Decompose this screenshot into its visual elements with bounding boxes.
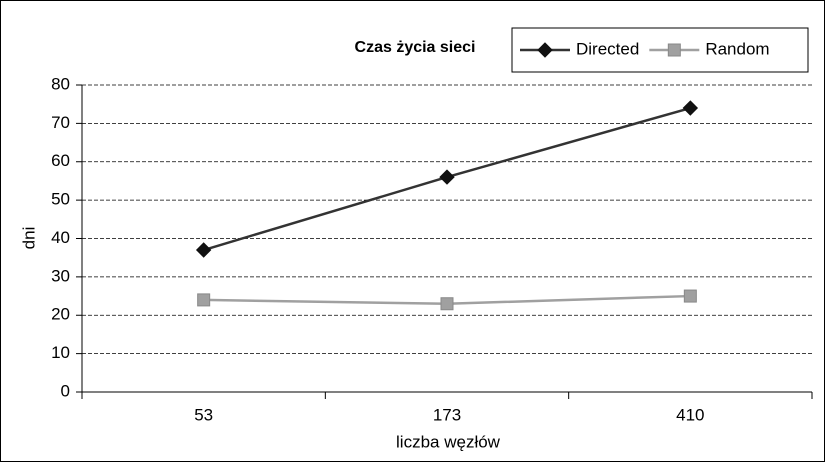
point	[682, 100, 699, 116]
x-axis-label: liczba węzłów	[396, 432, 501, 451]
x-tick-label: 53	[194, 405, 213, 424]
y-tick-label: 20	[51, 305, 70, 324]
point	[197, 293, 211, 307]
point	[439, 169, 455, 185]
y-tick-label: 0	[61, 381, 70, 400]
legend-label: Random	[705, 39, 769, 58]
legend-label: Directed	[576, 39, 639, 58]
y-tick-label: 10	[51, 343, 70, 362]
y-tick-label: 50	[51, 190, 70, 209]
y-tick-label: 30	[51, 266, 70, 285]
chart-title: Czas życia sieci	[355, 39, 476, 56]
y-axis-label: dni	[19, 227, 38, 250]
x-tick-label: 173	[433, 405, 461, 424]
y-tick-label: 80	[51, 74, 70, 93]
legend-marker	[537, 42, 553, 58]
y-tick-label: 60	[51, 151, 70, 170]
y-tick-label: 40	[51, 228, 70, 247]
x-tick-label: 410	[676, 405, 704, 424]
point	[440, 297, 454, 311]
point	[683, 289, 697, 303]
point	[195, 242, 212, 258]
y-tick-label: 70	[51, 113, 70, 132]
legend-marker	[667, 43, 681, 57]
